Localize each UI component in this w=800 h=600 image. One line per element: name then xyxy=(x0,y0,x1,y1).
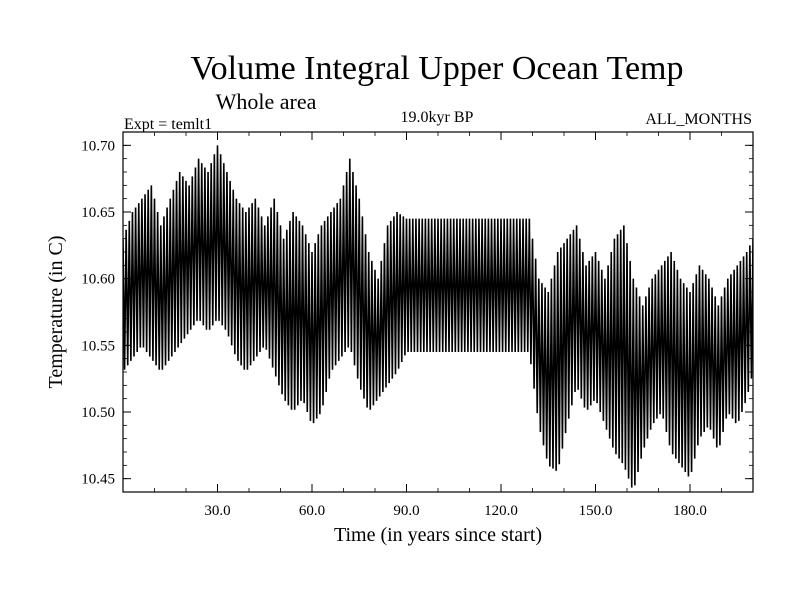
y-tick-label: 10.45 xyxy=(81,472,115,488)
plot-area xyxy=(123,145,753,488)
x-tick-label: 60.0 xyxy=(299,503,325,519)
x-axis: 30.0 60.0 90.0 120.0 150.0 180.0 xyxy=(154,132,722,519)
x-axis-label: Time (in years since start) xyxy=(334,524,542,546)
temperature-series-line xyxy=(123,145,753,488)
x-tick-label: 150.0 xyxy=(579,503,613,519)
x-tick-label: 180.0 xyxy=(673,503,707,519)
x-tick-label: 30.0 xyxy=(204,503,230,519)
expt-label: Expt = temlt1 xyxy=(124,116,212,133)
y-tick-label: 10.55 xyxy=(81,338,115,354)
x-tick-label: 90.0 xyxy=(393,503,419,519)
chart-subtitle: Whole area xyxy=(216,89,317,114)
x-tick-label: 120.0 xyxy=(484,503,518,519)
y-tick-label: 10.70 xyxy=(81,138,115,154)
y-tick-label: 10.60 xyxy=(81,272,115,288)
y-tick-label: 10.65 xyxy=(81,205,115,221)
y-axis-label: Temperature (in C) xyxy=(45,236,67,389)
y-tick-label: 10.50 xyxy=(81,405,115,421)
period-label: 19.0kyr BP xyxy=(401,109,474,126)
y-axis: 10.45 10.50 10.55 10.60 10.65 10.70 xyxy=(81,138,753,488)
months-label: ALL_MONTHS xyxy=(645,111,752,128)
chart-title: Volume Integral Upper Ocean Temp xyxy=(191,50,684,87)
